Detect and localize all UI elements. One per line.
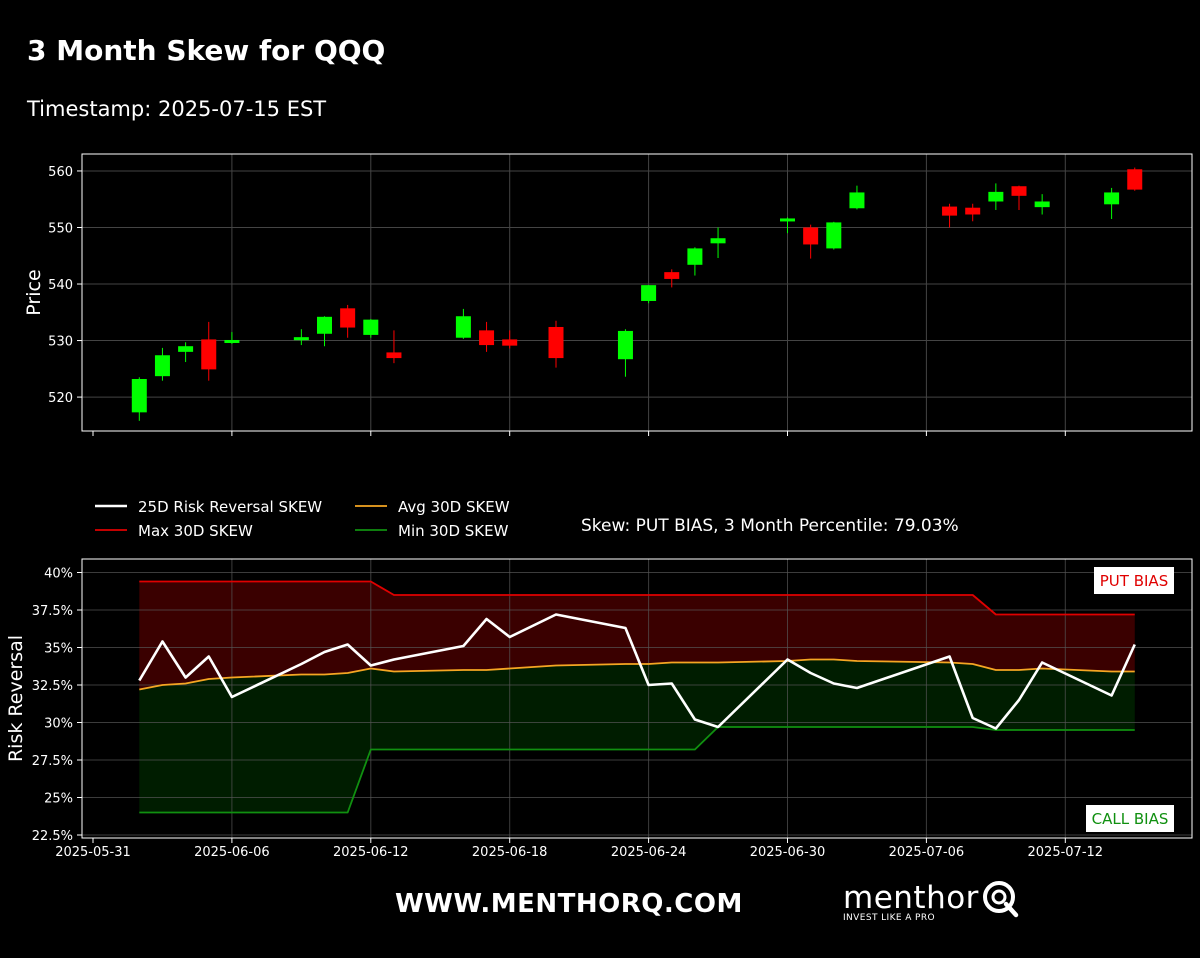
skew-y-tick-label: 27.5% bbox=[32, 754, 73, 769]
legend-entry-label: Max 30D SKEW bbox=[138, 522, 253, 540]
skew-series-line bbox=[139, 658, 1135, 691]
skew-x-tick-label: 2025-06-30 bbox=[750, 845, 826, 860]
skew-x-tick-label: 2025-07-06 bbox=[889, 845, 965, 860]
skew-plot-frame bbox=[81, 558, 1193, 839]
price-y-tick-label: 550 bbox=[48, 221, 73, 236]
candle-up bbox=[224, 339, 240, 343]
candle-up bbox=[455, 316, 471, 338]
skew-y-tick-label: 25% bbox=[44, 792, 73, 807]
skew-x-tick-label: 2025-07-12 bbox=[1028, 845, 1104, 860]
candle-up bbox=[780, 218, 795, 222]
price-y-axis-label: Price bbox=[23, 269, 45, 315]
skew-series-line bbox=[139, 580, 1135, 616]
footer-website[interactable]: WWW.MENTHORQ.COM bbox=[395, 889, 743, 919]
skew-percentile-annotation: Skew: PUT BIAS, 3 Month Percentile: 79.0… bbox=[581, 516, 959, 536]
legend-entry-label: Avg 30D SKEW bbox=[398, 498, 510, 516]
candle-down bbox=[548, 326, 564, 359]
candle-up bbox=[363, 319, 379, 335]
skew-x-tick-label: 2025-06-06 bbox=[194, 845, 270, 860]
skew-y-tick-label: 40% bbox=[44, 567, 73, 582]
skew-x-tick-label: 2025-05-31 bbox=[55, 845, 131, 860]
candle-up bbox=[1034, 201, 1050, 208]
skew-y-tick-label: 35% bbox=[44, 642, 73, 657]
skew-series-line bbox=[139, 726, 1135, 814]
candle-up bbox=[826, 222, 842, 249]
brand-name: menthor bbox=[843, 880, 979, 916]
skew-x-tick-label: 2025-06-12 bbox=[333, 845, 409, 860]
put-bias-box bbox=[1094, 567, 1174, 594]
candle-down bbox=[386, 352, 402, 359]
candle-down bbox=[965, 207, 981, 215]
skew-y-tick-label: 30% bbox=[44, 717, 73, 732]
call-bias-fill bbox=[139, 659, 1135, 813]
skew-y-tick-label: 32.5% bbox=[32, 679, 73, 694]
skew-legend: 25D Risk Reversal SKEW Max 30D SKEW Avg 30… bbox=[95, 498, 510, 540]
skew-y-tick-label: 37.5% bbox=[32, 604, 73, 619]
candle-down bbox=[942, 206, 958, 216]
brand-tagline: INVEST LIKE A PRO bbox=[843, 913, 936, 923]
candle-down bbox=[664, 272, 680, 279]
candle-up bbox=[293, 337, 309, 341]
candle-up bbox=[687, 248, 703, 265]
brand-logo: menthor INVEST LIKE A PRO bbox=[843, 880, 1020, 923]
brand-q-icon bbox=[982, 880, 1020, 918]
candle-up bbox=[317, 316, 332, 334]
page-title: 3 Month Skew for QQQ bbox=[27, 34, 386, 67]
price-candlestick-panel: 520 530 540 550 560 Price bbox=[23, 153, 1193, 436]
legend-entry-label: 25D Risk Reversal SKEW bbox=[138, 498, 322, 516]
call-bias-label: CALL BIAS bbox=[1092, 810, 1169, 828]
candle-up bbox=[710, 238, 726, 244]
candle-down bbox=[803, 227, 819, 245]
candle-up bbox=[988, 191, 1004, 202]
price-plot-frame bbox=[81, 153, 1193, 432]
candle-up bbox=[178, 346, 194, 352]
candle-down bbox=[201, 339, 217, 370]
candle-up bbox=[617, 330, 633, 360]
candle-down bbox=[502, 339, 518, 346]
put-bias-fill bbox=[139, 581, 1135, 690]
candle-down bbox=[1127, 169, 1143, 190]
price-y-tick-label: 560 bbox=[48, 165, 73, 180]
candle-down bbox=[340, 308, 356, 328]
price-y-tick-label: 540 bbox=[48, 278, 73, 293]
candle-down bbox=[1011, 186, 1027, 196]
skew-series-line bbox=[138, 613, 1136, 730]
skew-y-axis-label: Risk Reversal bbox=[5, 635, 27, 762]
candle-up bbox=[849, 192, 865, 209]
legend-entry-label: Min 30D SKEW bbox=[398, 522, 509, 540]
candle-up bbox=[154, 355, 170, 377]
put-bias-label: PUT BIAS bbox=[1100, 572, 1168, 590]
candle-up bbox=[131, 378, 147, 413]
risk-reversal-panel: 2025-05-31 2025-06-06 2025-06-12 2025-06-18… bbox=[5, 516, 1193, 860]
candle-up bbox=[641, 285, 657, 301]
call-bias-box bbox=[1086, 805, 1174, 832]
price-y-tick-label: 530 bbox=[48, 335, 73, 350]
candle-up bbox=[1104, 192, 1120, 205]
timestamp-subtitle: Timestamp: 2025-07-15 EST bbox=[27, 97, 327, 121]
skew-y-tick-label: 22.5% bbox=[32, 829, 73, 844]
price-y-tick-label: 520 bbox=[48, 391, 73, 406]
candle-down bbox=[479, 330, 495, 346]
skew-x-tick-label: 2025-06-18 bbox=[472, 845, 548, 860]
skew-x-tick-label: 2025-06-24 bbox=[611, 845, 687, 860]
